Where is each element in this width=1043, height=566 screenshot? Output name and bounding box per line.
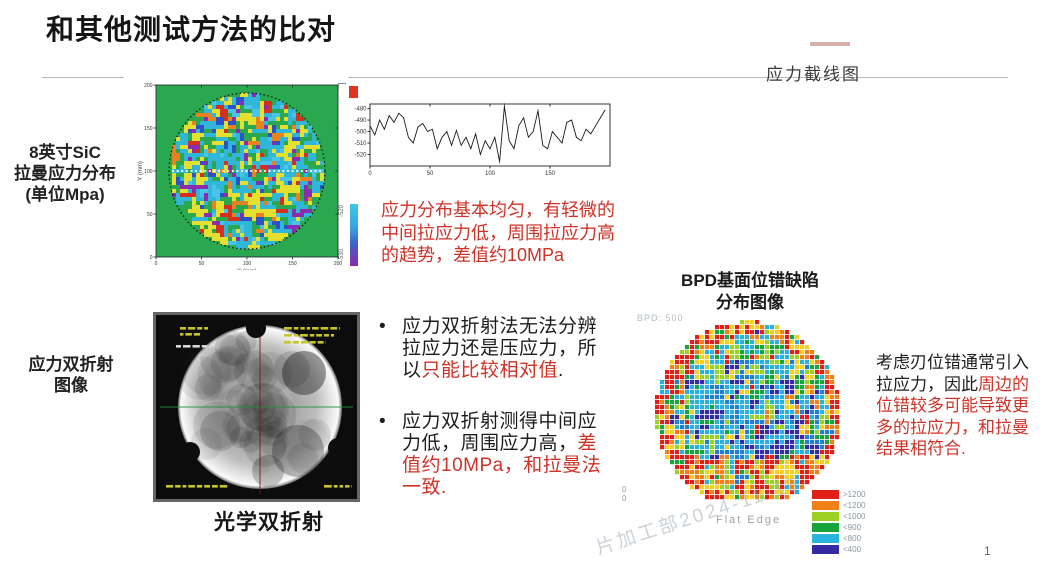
legend-label: <400 [843, 544, 862, 554]
legend-swatch [812, 522, 839, 532]
header-rule-right [348, 77, 1008, 78]
colorbar-top-label: -520 [339, 204, 346, 218]
birefringence-label: 应力双折射 图像 [28, 355, 114, 395]
bullet-item-1: • 应力双折射法无法分辨 拉应力还是压应力，所 以只能比较相对值. [379, 316, 615, 382]
raman-stress-heatmap [136, 80, 344, 270]
page-number: 1 [984, 544, 991, 558]
colorbar-overflow-cap [349, 86, 358, 98]
legend-row: <900 [812, 522, 865, 532]
flat-edge-label: Flat Edge [716, 514, 782, 526]
raman-colorbar [350, 204, 358, 266]
legend-row: <800 [812, 533, 865, 543]
legend-row: <1200 [812, 500, 865, 510]
legend-row: <400 [812, 544, 865, 554]
legend-label: >1200 [843, 489, 866, 499]
raman-note-text: 应力分布基本均匀，有轻微的 中间拉应力低，周围拉应力高 的趋势，差值约10MPa [381, 200, 615, 265]
legend-swatch [812, 544, 839, 554]
bpd-note-text: 考虑刃位错通常引入 拉应力，因此周边的 位错较多可能导致更 多的拉应力，和拉曼 … [876, 353, 1029, 458]
raman-map-label: 8英寸SiC 拉曼应力分布 (单位Mpa) [14, 143, 116, 204]
colorbar-cap-mark [338, 83, 346, 90]
bullet-text-1: 应力双折射法无法分辨 拉应力还是压应力，所 以只能比较相对值. [402, 316, 598, 381]
bullet-text-2: 应力双折射测得中间应 力低，周围应力高，差 值约10MPa，和拉曼法 一致. [402, 411, 602, 498]
legend-row: <1000 [812, 511, 865, 521]
bullet-marker: • [379, 411, 386, 432]
colorbar-bottom-label: -530 [339, 248, 346, 262]
legend-label: <1200 [843, 500, 866, 510]
legend-label: <900 [843, 522, 862, 532]
bullet-marker: • [379, 316, 386, 337]
legend-label: <1000 [843, 511, 866, 521]
birefringence-image [153, 312, 360, 502]
legend-swatch [812, 511, 839, 521]
legend-swatch [812, 489, 839, 499]
legend-swatch [812, 533, 839, 543]
bullet-item-2: • 应力双折射测得中间应 力低，周围应力高，差 值约10MPa，和拉曼法 一致. [379, 411, 615, 499]
header-rule-left [42, 77, 124, 78]
page-title: 和其他测试方法的比对 [46, 14, 337, 45]
section-label-stress-profile: 应力截线图 [766, 65, 861, 84]
decor-dash [810, 42, 850, 46]
bullet-list: • 应力双折射法无法分辨 拉应力还是压应力，所 以只能比较相对值. • 应力双折… [379, 316, 615, 528]
legend-swatch [812, 500, 839, 510]
bpd-map-title: BPD基面位错缺陷 分布图像 [681, 271, 819, 312]
legend-row: >1200 [812, 489, 865, 499]
birefringence-wafer-canvas [156, 315, 357, 499]
bpd-defect-heatmap [648, 318, 848, 516]
birefringence-caption: 光学双折射 [214, 511, 324, 534]
stray-marks: 0 0 [622, 485, 627, 503]
legend-label: <800 [843, 533, 862, 543]
bpd-legend: >1200 <1200 <1000 <900 <800 <400 [812, 489, 865, 555]
stress-profile-line-chart [342, 96, 622, 188]
